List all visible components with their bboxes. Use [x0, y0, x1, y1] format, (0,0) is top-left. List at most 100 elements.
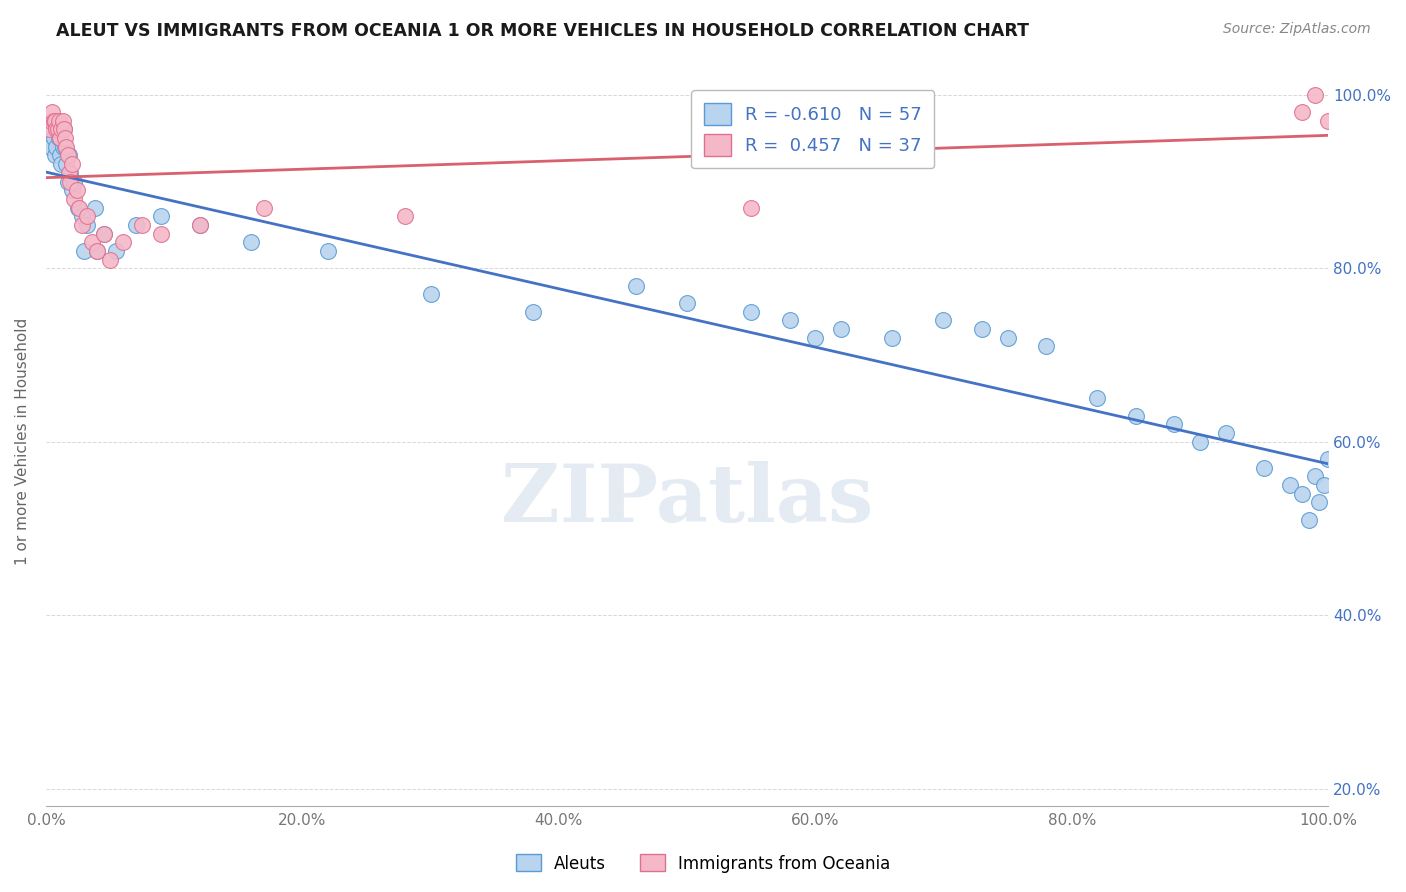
Point [38, 140, 60, 154]
Point [1215, 425, 1237, 440]
Point [882, 331, 904, 345]
Point [67, 201, 90, 215]
Point [52, 122, 75, 136]
Point [63, 192, 86, 206]
Text: ALEUT VS IMMIGRANTS FROM OCEANIA 1 OR MORE VEHICLES IN HOUSEHOLD CORRELATION CHA: ALEUT VS IMMIGRANTS FROM OCEANIA 1 OR MO… [56, 22, 1029, 40]
Point [59, 174, 82, 188]
Point [58, 166, 80, 180]
Point [105, 244, 128, 258]
Point [1298, 513, 1320, 527]
Point [60, 183, 83, 197]
Point [1305, 87, 1327, 102]
Point [41, 122, 63, 136]
Point [188, 218, 211, 232]
Point [41, 105, 63, 120]
Point [111, 235, 134, 250]
Point [1163, 417, 1185, 432]
Point [1308, 495, 1330, 509]
Point [1305, 469, 1327, 483]
Point [55, 157, 77, 171]
Point [394, 209, 416, 223]
Legend: R = -0.610   N = 57, R =  0.457   N = 37: R = -0.610 N = 57, R = 0.457 N = 37 [690, 90, 935, 169]
Point [38, 122, 60, 136]
Point [51, 157, 73, 171]
Point [150, 209, 173, 223]
Point [45, 122, 67, 136]
Point [42, 113, 65, 128]
Point [51, 122, 73, 136]
Point [779, 313, 801, 327]
Point [42, 131, 65, 145]
Point [70, 209, 93, 223]
Point [46, 122, 69, 136]
Point [1313, 478, 1336, 492]
Point [740, 201, 762, 215]
Point [522, 304, 544, 318]
Point [676, 296, 699, 310]
Point [1253, 460, 1275, 475]
Point [76, 209, 98, 223]
Point [82, 235, 104, 250]
Point [46, 122, 69, 136]
Point [56, 174, 79, 188]
Point [66, 183, 89, 197]
Y-axis label: 1 or more Vehicles in Household: 1 or more Vehicles in Household [15, 318, 30, 566]
Point [48, 131, 70, 145]
Point [1188, 434, 1211, 449]
Point [131, 218, 153, 232]
Point [52, 113, 75, 128]
Point [93, 227, 115, 241]
Point [39, 113, 62, 128]
Point [624, 278, 647, 293]
Point [48, 113, 70, 128]
Point [419, 287, 441, 301]
Point [83, 201, 105, 215]
Point [55, 140, 77, 154]
Point [188, 218, 211, 232]
Point [49, 131, 72, 145]
Point [1317, 452, 1340, 467]
Point [1291, 487, 1313, 501]
Text: Source: ZipAtlas.com: Source: ZipAtlas.com [1223, 22, 1371, 37]
Point [49, 148, 72, 162]
Point [240, 235, 263, 250]
Point [253, 201, 276, 215]
Point [804, 331, 827, 345]
Point [997, 331, 1019, 345]
Point [1317, 113, 1340, 128]
Point [932, 313, 955, 327]
Point [1035, 339, 1057, 353]
Point [86, 244, 108, 258]
Point [970, 322, 993, 336]
Point [52, 122, 75, 136]
Point [70, 218, 93, 232]
Point [44, 113, 66, 128]
Point [52, 140, 75, 154]
Point [86, 244, 108, 258]
Point [66, 201, 89, 215]
Point [150, 227, 173, 241]
Point [125, 218, 148, 232]
Point [1278, 478, 1301, 492]
Point [63, 174, 86, 188]
Point [93, 227, 115, 241]
Point [45, 140, 67, 154]
Point [60, 157, 83, 171]
Point [1125, 409, 1147, 423]
Point [59, 166, 82, 180]
Point [316, 244, 339, 258]
Point [53, 140, 76, 154]
Point [58, 148, 80, 162]
Point [98, 252, 121, 267]
Point [1085, 392, 1108, 406]
Point [56, 148, 79, 162]
Legend: Aleuts, Immigrants from Oceania: Aleuts, Immigrants from Oceania [509, 847, 897, 880]
Point [1291, 105, 1313, 120]
Point [740, 304, 762, 318]
Point [830, 322, 852, 336]
Point [73, 244, 96, 258]
Point [53, 131, 76, 145]
Point [76, 218, 98, 232]
Text: ZIPatlas: ZIPatlas [501, 461, 873, 539]
Point [44, 148, 66, 162]
